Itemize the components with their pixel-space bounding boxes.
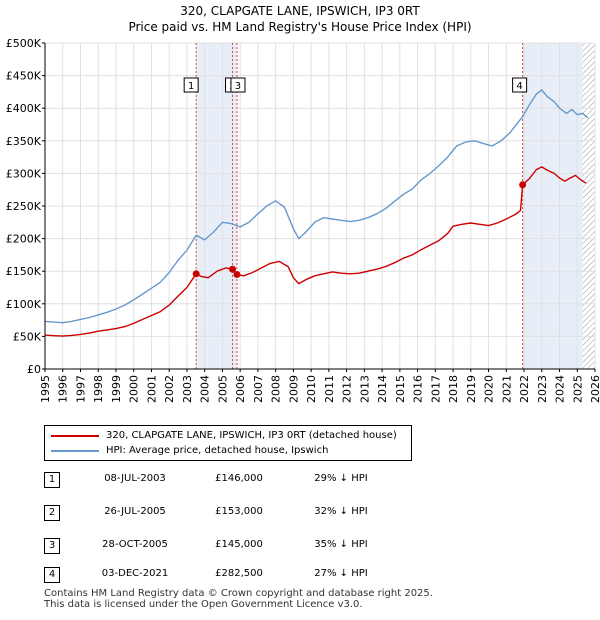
x-tick-label: 1996 [57, 375, 70, 403]
footer-line: Contains HM Land Registry data © Crown c… [44, 588, 433, 599]
x-tick-label: 2009 [287, 375, 300, 403]
y-tick-label: £450K [6, 70, 42, 83]
x-tick-label: 2007 [252, 375, 265, 403]
x-tick-label: 1998 [92, 375, 105, 403]
x-tick-label: 1999 [110, 375, 123, 403]
sale-hpi-diff: 35% ↓ HPI [314, 539, 368, 550]
footer-notice: Contains HM Land Registry data © Crown c… [44, 588, 433, 610]
legend-label-hpi: HPI: Average price, detached house, Ipsw… [106, 445, 329, 456]
y-tick-label: £150K [6, 265, 42, 278]
chart-title: 320, CLAPGATE LANE, IPSWICH, IP3 0RT [180, 4, 420, 18]
sale-marker-label: 1 [188, 81, 194, 92]
x-tick-label: 2000 [128, 375, 141, 403]
legend-swatch-property [51, 434, 99, 437]
legend-label-property: 320, CLAPGATE LANE, IPSWICH, IP3 0RT (de… [106, 430, 397, 441]
series-group [45, 89, 589, 337]
sale-price: £146,000 [215, 473, 263, 484]
y-tick-label: £100K [6, 298, 42, 311]
y-tick-label: £250K [6, 200, 42, 213]
sale-price: £145,000 [215, 539, 263, 550]
x-tick-label: 2005 [216, 375, 229, 403]
x-tick-label: 1997 [74, 375, 87, 403]
series-line [45, 166, 587, 337]
x-tick-label: 2020 [483, 375, 496, 403]
series-line [45, 89, 589, 324]
legend-swatch-hpi [51, 449, 99, 452]
y-tick-label: £0 [27, 363, 41, 376]
x-tick-label: 2022 [518, 375, 531, 403]
sale-point [519, 181, 527, 189]
sale-marker-label: 3 [235, 81, 241, 92]
sale-row: 1 08-JUL-2003 £146,000 29% ↓ HPI [0, 472, 600, 492]
x-tick-label: 2013 [358, 375, 371, 403]
sale-date: 28-OCT-2005 [102, 539, 168, 550]
sale-price: £282,500 [215, 568, 263, 579]
chart-subtitle: Price paid vs. HM Land Registry's House … [128, 20, 472, 34]
x-tick-label: 2024 [554, 375, 567, 403]
x-tick-label: 2004 [199, 375, 212, 403]
y-tick-label: £350K [6, 135, 42, 148]
x-tick-label: 2014 [376, 375, 389, 403]
x-tick-label: 2016 [412, 375, 425, 403]
sale-point [192, 270, 200, 278]
sale-price: £153,000 [215, 506, 263, 517]
sale-number-badge: 2 [44, 505, 60, 521]
sale-hpi-diff: 32% ↓ HPI [314, 506, 368, 517]
x-tick-label: 2019 [465, 375, 478, 403]
x-tick-label: 2008 [270, 375, 283, 403]
x-tick-label: 2006 [234, 375, 247, 403]
sale-date: 26-JUL-2005 [104, 506, 166, 517]
sale-marker-box [230, 77, 246, 93]
x-tick-label: 2017 [429, 375, 442, 403]
y-tick-label: £500K [6, 37, 42, 50]
sale-number-badge: 3 [44, 538, 60, 554]
x-tick-label: 2023 [536, 375, 549, 403]
sale-marker-label: 4 [516, 81, 522, 92]
sale-number-badge: 1 [44, 472, 60, 488]
y-tick-label: £400K [6, 102, 42, 115]
sale-date: 03-DEC-2021 [101, 568, 169, 579]
sale-date: 08-JUL-2003 [104, 473, 166, 484]
sale-hpi-diff: 27% ↓ HPI [314, 568, 368, 579]
sale-row: 3 28-OCT-2005 £145,000 35% ↓ HPI [0, 538, 600, 558]
sale-row: 4 03-DEC-2021 £282,500 27% ↓ HPI [0, 567, 600, 587]
legend-item-hpi: HPI: Average price, detached house, Ipsw… [51, 445, 328, 456]
x-tick-label: 2015 [394, 375, 407, 403]
x-tick-label: 2011 [323, 375, 336, 403]
x-tick-label: 2018 [447, 375, 460, 403]
x-tick-label: 2003 [181, 375, 194, 403]
price-chart: 1234£0£50K£100K£150K£200K£250K£300K£350K… [6, 37, 600, 403]
x-tick-label: 2001 [145, 375, 158, 403]
y-tick-label: £200K [6, 233, 42, 246]
x-tick-label: 2012 [341, 375, 354, 403]
x-tick-label: 2010 [305, 375, 318, 403]
x-tick-label: 1995 [39, 375, 52, 403]
sale-marker-box [512, 77, 528, 93]
sale-number-badge: 4 [44, 567, 60, 583]
sale-hpi-diff: 29% ↓ HPI [314, 473, 368, 484]
sale-row: 2 26-JUL-2005 £153,000 32% ↓ HPI [0, 505, 600, 525]
chart-legend: 320, CLAPGATE LANE, IPSWICH, IP3 0RT (de… [44, 425, 412, 461]
y-tick-label: £50K [13, 330, 42, 343]
sale-point [229, 265, 237, 273]
sale-marker-box [183, 77, 199, 93]
x-tick-label: 2026 [589, 375, 600, 403]
legend-item-property: 320, CLAPGATE LANE, IPSWICH, IP3 0RT (de… [51, 430, 397, 441]
x-tick-label: 2025 [571, 375, 584, 403]
x-tick-label: 2002 [163, 375, 176, 403]
y-tick-label: £300K [6, 167, 42, 180]
footer-line: This data is licensed under the Open Gov… [44, 599, 363, 610]
x-tick-label: 2021 [500, 375, 513, 403]
sale-point [233, 270, 241, 278]
